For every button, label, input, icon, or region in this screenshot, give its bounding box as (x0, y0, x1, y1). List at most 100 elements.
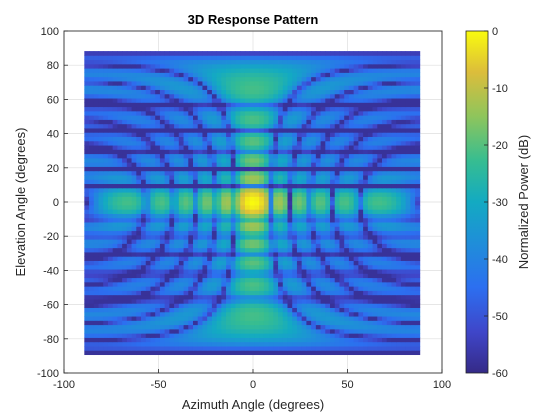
heatmap-cell (339, 68, 345, 73)
heatmap-cell (169, 55, 175, 61)
heatmap-cell (381, 162, 388, 167)
heatmap-cell (259, 316, 265, 321)
heatmap-cell (126, 149, 132, 155)
heatmap-cell (126, 63, 132, 69)
heatmap-cell (301, 153, 307, 159)
heatmap-cell (226, 196, 232, 202)
heatmap-cell (249, 243, 255, 249)
heatmap-cell (112, 72, 118, 78)
heatmap-cell (150, 269, 156, 274)
heatmap-cell (377, 234, 383, 240)
heatmap-cell (400, 145, 407, 150)
heatmap-cell (363, 243, 369, 249)
heatmap-cell (400, 277, 407, 283)
heatmap-cell (145, 341, 151, 347)
heatmap-cell (386, 337, 392, 343)
heatmap-cell (306, 200, 312, 206)
heatmap-cell (136, 337, 142, 343)
heatmap-cell (207, 260, 213, 266)
heatmap-cell (164, 256, 170, 261)
heatmap-cell (192, 192, 199, 197)
heatmap-cell (84, 277, 90, 283)
heatmap-cell (330, 200, 336, 206)
heatmap-cell (296, 294, 303, 300)
heatmap-cell (122, 106, 128, 112)
heatmap-cell (145, 183, 151, 189)
heatmap-cell (126, 307, 132, 313)
heatmap-cell (405, 192, 411, 197)
heatmap-cell (192, 196, 199, 202)
heatmap-cell (84, 192, 90, 197)
heatmap-cell (334, 209, 340, 214)
heatmap-cell (282, 200, 288, 206)
heatmap-cell (112, 93, 118, 99)
heatmap-cell (306, 110, 312, 116)
heatmap-cell (348, 183, 355, 189)
heatmap-cell (159, 59, 166, 65)
heatmap-cell (202, 307, 208, 313)
heatmap-cell (301, 170, 307, 176)
heatmap-cell (98, 299, 104, 304)
heatmap-cell (235, 98, 241, 103)
heatmap-cell (178, 196, 184, 202)
heatmap-cell (377, 119, 383, 125)
heatmap-cell (216, 196, 222, 202)
heatmap-cell (358, 183, 364, 189)
heatmap-cell (141, 55, 147, 61)
heatmap-cell (296, 93, 303, 99)
heatmap-cell (211, 256, 218, 261)
heatmap-cell (192, 341, 199, 347)
heatmap-cell (183, 277, 189, 283)
heatmap-cell (93, 247, 99, 253)
heatmap-cell (278, 153, 284, 159)
heatmap-cell (178, 324, 184, 330)
heatmap-cell (372, 98, 378, 103)
heatmap-cell (415, 346, 421, 351)
heatmap-cell (292, 162, 298, 167)
heatmap-cell (131, 337, 137, 343)
heatmap-cell (226, 123, 232, 129)
heatmap-cell (367, 187, 373, 193)
heatmap-cell (249, 140, 255, 146)
heatmap-cell (178, 153, 184, 159)
heatmap-cell (282, 196, 288, 202)
heatmap-cell (344, 110, 350, 116)
heatmap-cell (159, 328, 166, 334)
heatmap-cell (107, 110, 114, 116)
heatmap-cell (391, 277, 397, 283)
heatmap-cell (263, 226, 269, 232)
heatmap-cell (103, 316, 109, 321)
heatmap-cell (367, 324, 373, 330)
heatmap-cell (150, 311, 156, 317)
heatmap-cell (377, 59, 383, 65)
heatmap-cell (410, 311, 416, 317)
heatmap-cell (197, 183, 203, 189)
heatmap-cell (240, 93, 246, 99)
heatmap-cell (259, 106, 265, 112)
heatmap-cell (344, 63, 350, 69)
heatmap-cell (112, 166, 118, 172)
heatmap-cell (197, 145, 203, 150)
heatmap-cell (325, 55, 331, 61)
heatmap-cell (226, 217, 232, 223)
heatmap-cell (311, 63, 317, 69)
heatmap-cell (358, 307, 364, 313)
heatmap-cell (259, 213, 265, 219)
heatmap-cell (325, 192, 331, 197)
heatmap-cell (240, 213, 246, 219)
heatmap-cell (150, 72, 156, 78)
heatmap-cell (159, 200, 166, 206)
heatmap-cell (344, 59, 350, 65)
heatmap-cell (174, 153, 180, 159)
heatmap-cell (131, 239, 137, 244)
heatmap-cell (268, 140, 274, 146)
heatmap-cell (315, 170, 321, 176)
heatmap-cell (216, 273, 222, 279)
heatmap-cell (155, 55, 161, 61)
heatmap-cell (410, 132, 416, 137)
heatmap-cell (259, 337, 265, 343)
heatmap-cell (155, 290, 161, 296)
heatmap-cell (353, 106, 359, 112)
heatmap-cell (386, 149, 392, 155)
heatmap-cell (311, 204, 317, 210)
